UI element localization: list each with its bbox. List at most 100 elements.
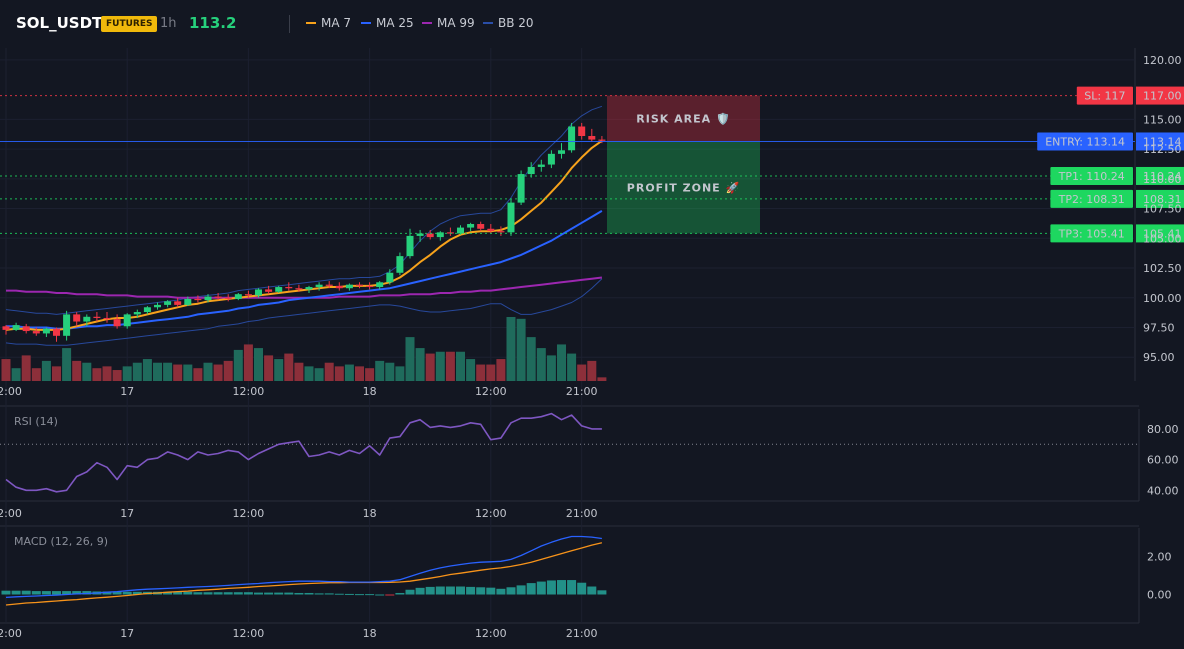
legend-label-bb20: BB 20 — [498, 16, 534, 30]
volume-bar — [536, 348, 546, 381]
candle-body — [224, 297, 232, 299]
candle-body — [53, 328, 60, 336]
macd-tick-label: 2.00 — [1147, 551, 1172, 564]
candle-body — [22, 326, 30, 332]
price-tick-label: 120.00 — [1143, 54, 1182, 67]
candle-body — [305, 287, 313, 290]
time-tick-label: 18 — [363, 507, 377, 520]
price-tick-label: 110.00 — [1143, 173, 1182, 186]
level-axis-tag — [1136, 132, 1184, 151]
level-tag — [1050, 224, 1133, 243]
macd-hist-bar — [193, 592, 203, 595]
time-tick-label: 12:00 — [0, 627, 22, 640]
candle-body — [356, 284, 363, 286]
macd-hist-bar — [233, 592, 243, 595]
rsi-tick-label: 60.00 — [1147, 454, 1179, 467]
macd-hist-bar — [334, 593, 344, 595]
risk-area-label: RISK AREA 🛡️ — [636, 113, 730, 126]
candle-body — [285, 287, 293, 289]
macd-hist-bar — [294, 592, 304, 595]
candle-body — [103, 317, 111, 320]
level-axis-tag — [1136, 166, 1184, 185]
bb-lower-line — [5, 278, 603, 346]
level-axis-value: 108.31 — [1143, 193, 1182, 206]
profit-zone-label: PROFIT ZONE 🚀 — [627, 181, 740, 194]
macd-hist-bar — [132, 591, 142, 595]
macd-signal-line — [5, 542, 603, 606]
timeframe-label[interactable]: 1h — [160, 16, 177, 31]
legend-ma7[interactable]: MA 7 — [306, 16, 351, 30]
bollinger-bands — [5, 105, 603, 346]
macd-hist-bar — [344, 593, 354, 595]
candle-body — [32, 331, 40, 334]
rsi-tick-label: 40.00 — [1147, 484, 1179, 497]
macd-hist-bar — [567, 580, 577, 595]
volume-bar — [385, 362, 395, 381]
candle-body — [214, 296, 222, 298]
candle-body — [386, 272, 394, 283]
time-tick-label: 18 — [363, 385, 377, 398]
candle-body — [366, 285, 374, 288]
price-tick-label: 100.00 — [1143, 292, 1182, 305]
price-tick-label: 105.00 — [1143, 232, 1182, 245]
legend-ma99[interactable]: MA 99 — [422, 16, 475, 30]
symbol-name[interactable]: SOL_USDT — [16, 14, 103, 32]
candle-body — [63, 314, 71, 336]
level-tag-label: TP3: 105.41 — [1058, 227, 1125, 240]
macd-hist-bar — [375, 594, 385, 596]
header-divider — [289, 15, 290, 33]
macd-hist-bar — [577, 582, 587, 595]
level-axis-value: 117.00 — [1143, 90, 1182, 103]
volume-bar — [193, 368, 203, 381]
candle-body — [244, 294, 252, 296]
macd-panel: MACD (12, 26, 9) 0.00 2.00 — [1, 535, 1172, 606]
level-tag — [1076, 86, 1133, 105]
candle-body — [133, 312, 141, 315]
volume-bar — [72, 360, 82, 381]
rsi-panel: RSI (14) 40.00 60.00 80.00 — [0, 412, 1179, 497]
last-price: 113.2 — [189, 14, 237, 32]
volume-bar — [496, 359, 506, 381]
volume-bar — [476, 364, 486, 381]
legend-bb20[interactable]: BB 20 — [483, 16, 534, 30]
candle-body — [42, 328, 50, 334]
rsi-tick-label: 80.00 — [1147, 423, 1179, 436]
candle-body — [578, 126, 586, 137]
candle-body — [204, 296, 212, 301]
volume-bar — [415, 348, 425, 381]
volume-bar — [314, 368, 324, 381]
volume-bar — [243, 344, 253, 381]
volume-bar — [375, 360, 385, 381]
legend-ma25[interactable]: MA 25 — [361, 16, 414, 30]
volume-bar — [466, 359, 476, 381]
ma25-line — [6, 210, 603, 330]
macd-hist-bar — [395, 592, 405, 595]
volume-bar — [142, 359, 152, 381]
volume-bar — [577, 364, 587, 381]
volume-bar — [102, 366, 112, 381]
macd-hist-bar — [435, 586, 445, 595]
level-tag — [1037, 132, 1133, 151]
rsi-title: RSI (14) — [14, 415, 58, 428]
macd-title: MACD (12, 26, 9) — [14, 535, 108, 548]
level-tag-label: TP1: 110.24 — [1058, 170, 1125, 183]
volume-bar — [264, 355, 274, 381]
candle-body — [588, 136, 596, 140]
macd-hist-bar — [546, 580, 556, 595]
macd-hist-bar — [557, 580, 566, 595]
volume-bar — [21, 355, 31, 381]
candle-body — [527, 166, 535, 175]
macd-hist-bar — [11, 590, 21, 595]
time-tick-label: 12:00 — [475, 385, 507, 398]
candle-body — [83, 316, 91, 322]
legend-label-ma25: MA 25 — [376, 16, 414, 30]
macd-hist-bar — [1, 590, 11, 595]
candle-body — [335, 285, 343, 289]
volume-bar — [163, 362, 173, 381]
volume-bar — [355, 366, 364, 381]
macd-hist-bar — [466, 586, 476, 595]
time-tick-label: 21:00 — [566, 507, 598, 520]
volume-bar — [506, 317, 516, 381]
macd-hist-bar — [314, 593, 324, 595]
